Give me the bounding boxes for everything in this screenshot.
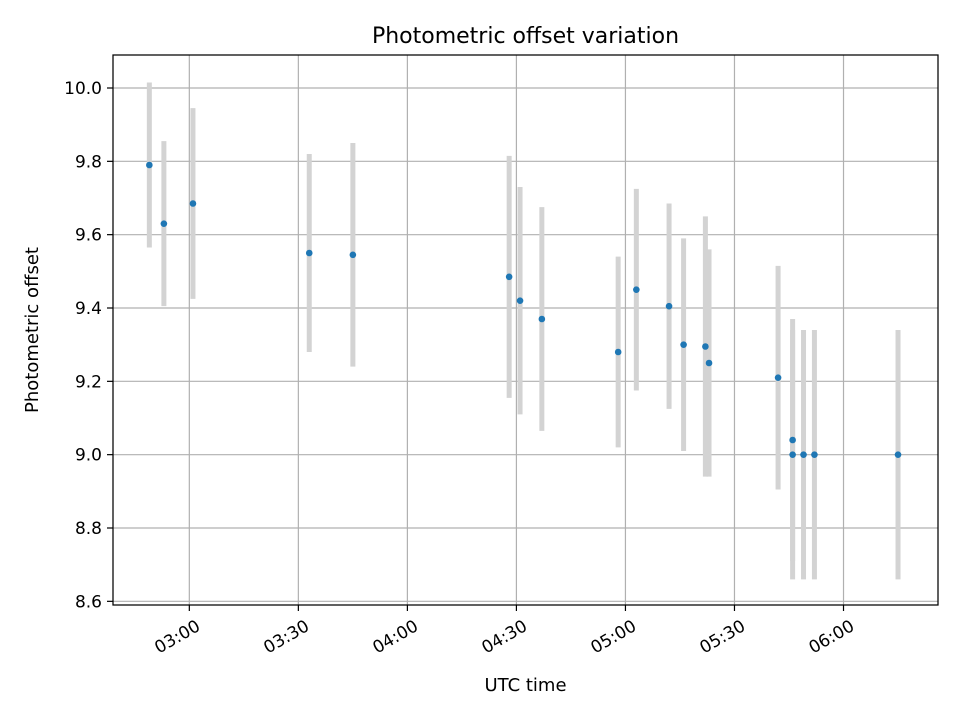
x-tick-label: 03:30 [260,616,312,658]
data-point [774,374,782,381]
data-point [516,297,524,304]
data-point [633,286,640,293]
data-point [305,249,313,257]
plot-frame [112,54,939,606]
data-point [505,273,513,281]
y-axis-ticks: 8.6 8.8 9.0 9.2 9.4 9.6 9.8 10.0 [64,79,113,612]
data-point [811,451,818,458]
x-tick-label: 06:00 [806,616,858,658]
data-point [665,302,673,310]
y-axis-label: Photometric offset [22,247,43,413]
y-tick-label: 8.6 [75,592,102,612]
grid-lines [113,55,938,605]
data-point [789,436,796,444]
y-tick-label: 8.8 [75,519,102,539]
x-tick-label: 04:00 [369,616,421,658]
y-tick-label: 9.2 [75,372,102,392]
data-point [160,220,168,227]
x-axis-label: UTC time [484,675,566,696]
x-axis-ticks: 03:00 03:30 04:00 04:30 05:00 05:30 06:00 [151,605,858,658]
data-point [614,348,622,356]
y-tick-label: 10.0 [64,79,102,99]
data-point [705,359,713,367]
error-bars [146,82,901,580]
y-tick-label: 9.0 [75,446,102,466]
y-tick-label: 9.4 [75,299,102,319]
data-point [702,343,709,350]
data-point [789,451,796,458]
data-point [146,161,153,169]
data-point [538,315,546,323]
x-tick-label: 03:00 [151,616,203,658]
x-tick-label: 04:30 [478,616,530,658]
y-tick-label: 9.6 [75,226,102,246]
y-tick-label: 9.8 [75,152,102,172]
data-point [894,451,902,458]
data-point [349,251,357,259]
x-tick-label: 05:00 [588,616,640,658]
data-point [189,200,197,207]
data-point [800,451,807,458]
data-point [680,341,687,348]
x-tick-label: 05:30 [697,616,749,658]
data-points [146,161,902,458]
chart-title: Photometric offset variation [372,24,679,49]
